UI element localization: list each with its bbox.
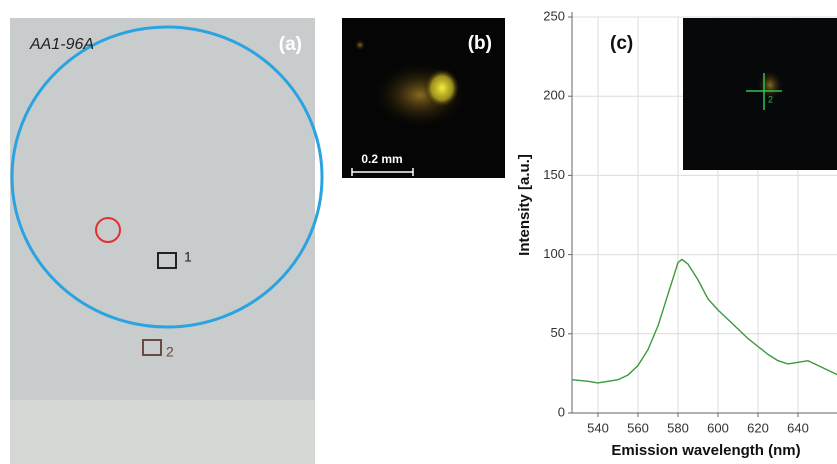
y-tick-label: 50 bbox=[551, 325, 565, 340]
scale-label: 0.2 mm bbox=[361, 152, 402, 166]
faint-spot bbox=[354, 39, 366, 51]
data-line bbox=[572, 259, 837, 383]
mark-2: 2 bbox=[166, 344, 174, 360]
y-tick-label: 150 bbox=[543, 167, 565, 182]
panel-label: (a) bbox=[279, 34, 302, 55]
y-tick-label: 250 bbox=[543, 8, 565, 23]
photo bbox=[10, 18, 315, 464]
panel-a: AA1-96A (a) 1 2 bbox=[10, 18, 322, 464]
chart-title: (c) bbox=[610, 33, 633, 54]
panel-b: (b) 0.2 mm bbox=[342, 18, 505, 178]
photo-edge bbox=[10, 400, 315, 464]
inset: 2 bbox=[683, 18, 837, 170]
x-tick-label: 580 bbox=[667, 420, 689, 435]
page: {"panels": { "a": {"label": "(a)", "samp… bbox=[0, 0, 837, 464]
sample-id: AA1-96A bbox=[29, 36, 94, 53]
y-tick-label: 100 bbox=[543, 246, 565, 261]
y-tick-label: 200 bbox=[543, 88, 565, 103]
x-tick-label: 600 bbox=[707, 420, 729, 435]
x-tick-label: 540 bbox=[587, 420, 609, 435]
mark-1: 1 bbox=[184, 249, 192, 265]
x-axis-title: Emission wavelength (nm) bbox=[611, 442, 800, 459]
figure: AA1-96A (a) 1 2 (b) 0.2 mm Intensity [a.… bbox=[0, 0, 837, 464]
x-tick-label: 640 bbox=[787, 420, 809, 435]
yellow-spot bbox=[424, 68, 460, 108]
y-tick-label: 0 bbox=[558, 404, 565, 419]
x-tick-label: 560 bbox=[627, 420, 649, 435]
y-axis-title: Intensity [a.u.] bbox=[516, 154, 533, 256]
panel-label: (b) bbox=[468, 33, 492, 54]
x-tick-label: 620 bbox=[747, 420, 769, 435]
inset-mark: 2 bbox=[768, 94, 773, 104]
